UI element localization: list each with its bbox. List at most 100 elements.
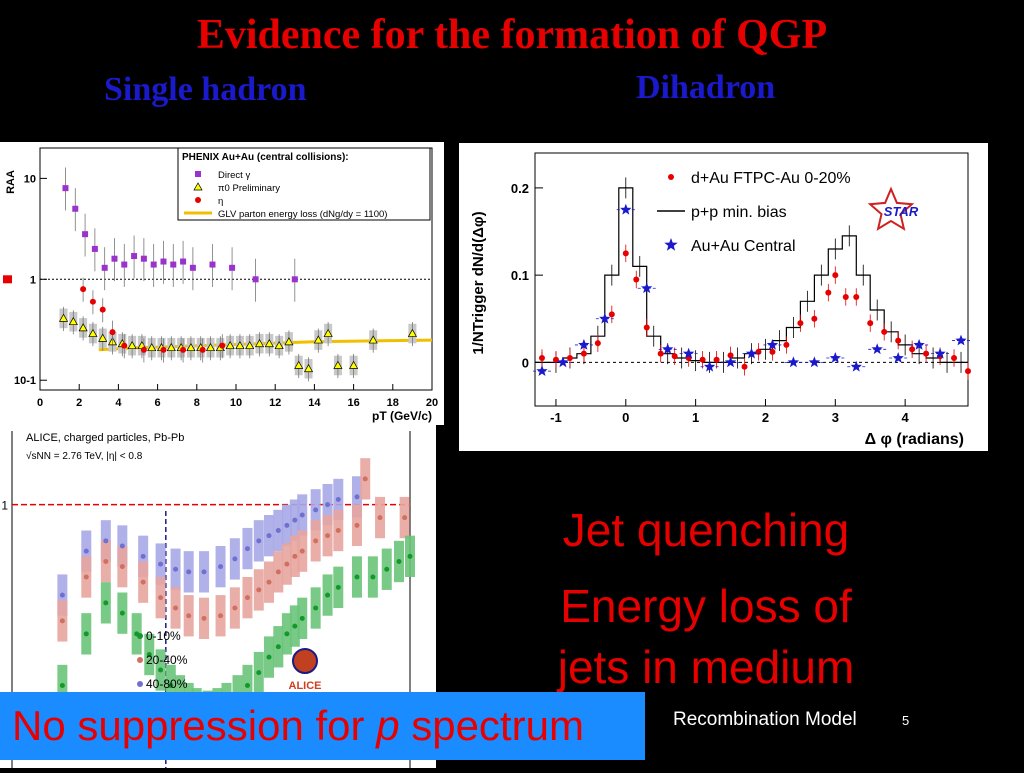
star-legend-label: Au+Au Central [691, 238, 796, 255]
phenix-direct-gamma-point [252, 276, 259, 283]
alice-point-0-10pct [119, 610, 125, 616]
alice-point-0-10pct [292, 623, 298, 629]
phenix-direct-gamma-point [209, 261, 216, 268]
star-auau-point [557, 356, 569, 368]
energy-loss-text-line2: jets in medium [557, 641, 855, 693]
phenix-pi0-point [98, 333, 108, 342]
star-dau-point [895, 337, 902, 344]
star-dau-point [657, 350, 664, 357]
star-auau-point [850, 360, 862, 372]
alice-title: ALICE, charged particles, Pb-Pb [26, 432, 184, 444]
alice-point-40-80pct [292, 517, 298, 523]
star-dau-point [867, 320, 874, 327]
star-auau-point [745, 347, 758, 359]
alice-point-20-40pct [284, 561, 290, 567]
alice-point-20-40pct [186, 613, 192, 619]
star-auau-point [682, 347, 695, 359]
alice-legend-marker [137, 657, 143, 663]
subtitle-dihadron: Dihadron [636, 69, 776, 106]
alice-point-0-10pct [59, 683, 65, 688]
phenix-chart-svg: 0 2 4 6 8 10 12 14 16 18 20 10 1 10-1 pT (GeV/c) RAA PHE… [3, 147, 438, 423]
alice-point-40-80pct [158, 561, 164, 567]
alice-point-20-40pct [83, 574, 89, 580]
alice-point-0-10pct [325, 592, 331, 598]
phenix-pi0-point [245, 340, 255, 350]
alice-point-0-10pct [83, 631, 89, 637]
alice-point-40-80pct [173, 566, 179, 572]
star-y-tick-label: 0.1 [511, 268, 529, 283]
star-dau-point [552, 356, 559, 363]
phenix-eta-point [109, 329, 116, 336]
alice-point-40-80pct [119, 543, 125, 549]
star-dau-point [580, 350, 587, 357]
phenix-pi0-point [368, 335, 378, 344]
alice-point-0-10pct [384, 566, 390, 572]
alice-point-0-10pct [354, 574, 360, 580]
alice-legend-marker [137, 681, 143, 687]
phenix-x-tick-label: 8 [194, 397, 200, 409]
alice-point-20-40pct [158, 595, 164, 601]
alice-point-20-40pct [335, 528, 341, 533]
star-dau-point [566, 355, 573, 362]
star-auau-point [578, 338, 590, 350]
alice-point-20-40pct [173, 605, 179, 611]
alice-point-20-40pct [140, 579, 146, 585]
phenix-pi0-point [127, 340, 137, 350]
alice-point-40-80pct [354, 494, 360, 500]
phenix-eta-point [199, 346, 206, 353]
alice-point-40-80pct [201, 569, 207, 575]
phenix-direct-gamma-point [131, 253, 138, 260]
phenix-x-tick-label: 16 [347, 397, 359, 409]
alice-point-0-10pct [103, 600, 109, 606]
alice-point-20-40pct [299, 548, 305, 554]
banner-text-post: spectrum [399, 702, 584, 749]
alice-point-0-10pct [146, 652, 152, 657]
energy-loss-text-line1: Energy loss of [560, 580, 852, 632]
phenix-y-tick-label: 10-1 [14, 375, 36, 387]
alice-point-20-40pct [275, 569, 281, 575]
alice-point-40-80pct [256, 538, 262, 544]
phenix-eta-point [99, 306, 106, 313]
alice-legend-label: 40-80% [146, 677, 188, 691]
star-dau-point [538, 355, 545, 362]
star-auau-point [913, 338, 925, 350]
alice-subtitle: √sNN = 2.76 TeV, |η| < 0.8 [26, 450, 143, 462]
star-dau-point [797, 320, 804, 327]
star-logo-icon [867, 186, 915, 231]
star-y-axis-label: 1/NTrigger dN/d(Δφ) [470, 211, 487, 354]
star-dau-point [594, 340, 601, 347]
phenix-x-tick-label: 10 [230, 397, 242, 409]
alice-point-40-80pct [186, 569, 192, 575]
phenix-pi0-point [407, 328, 418, 337]
star-legend-label: d+Au FTPC-Au 0-20% [691, 170, 851, 187]
phenix-direct-gamma-point [121, 261, 128, 268]
alice-point-0-10pct [335, 584, 341, 590]
star-dau-point [608, 311, 615, 318]
alice-point-0-10pct [313, 605, 319, 611]
phenix-direct-gamma-point [62, 185, 69, 192]
star-auau-point [724, 356, 737, 368]
phenix-direct-gamma-point [82, 231, 89, 238]
alice-point-40-80pct [232, 556, 238, 562]
phenix-raa-chart: 0 2 4 6 8 10 12 14 16 18 20 10 1 10-1 pT (GeV/c) RAA PHE… [0, 142, 444, 425]
star-auau-point [892, 352, 904, 363]
phenix-pi0-point [284, 337, 294, 346]
phenix-pi0-point [78, 323, 88, 332]
star-plot-frame [534, 152, 969, 407]
alice-point-20-40pct [354, 522, 360, 528]
star-dau-point [853, 293, 860, 300]
alice-point-20-40pct [313, 538, 319, 544]
alice-point-0-10pct [284, 631, 290, 637]
phenix-x-tick-label: 6 [155, 397, 161, 409]
phenix-direct-gamma-point [72, 205, 79, 212]
banner-text-p: p [376, 702, 400, 749]
phenix-x-tick-label: 14 [308, 397, 321, 409]
star-auau-point [808, 356, 821, 368]
phenix-y-tick-label: 1 [30, 274, 36, 286]
star-dau-point [783, 341, 790, 348]
star-y-tick-label: 0.2 [511, 181, 529, 196]
phenix-direct-gamma-point [111, 255, 118, 262]
alice-point-20-40pct [325, 533, 331, 539]
alice-point-40-80pct [83, 548, 89, 554]
page-number: 5 [902, 713, 910, 728]
